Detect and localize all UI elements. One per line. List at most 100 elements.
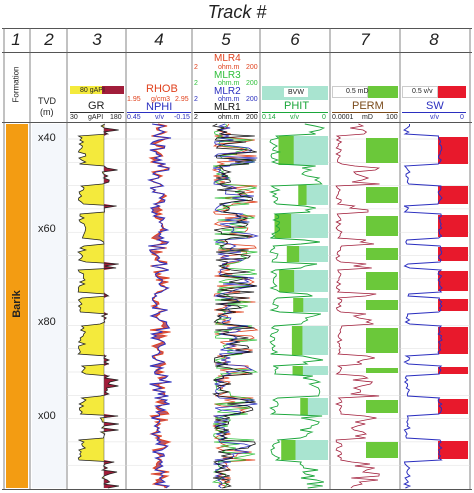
phit-fill xyxy=(278,136,294,165)
depth-label-2: x60 xyxy=(38,223,56,235)
permeability-track xyxy=(335,123,398,489)
track-grid xyxy=(3,28,471,489)
gr-scale-unit: gAPI xyxy=(88,114,104,121)
header-divider-mid xyxy=(2,52,472,53)
bvw-fill xyxy=(298,366,328,375)
sw-fill xyxy=(438,441,468,459)
gr-fill-area-high xyxy=(104,124,119,488)
phit-curve-label: PHIT xyxy=(284,100,310,112)
perm-fill xyxy=(366,368,398,373)
perm-curve-label: PERM xyxy=(352,100,384,112)
bvw-fill xyxy=(297,326,328,355)
gr-scale-max: 180 xyxy=(110,114,122,121)
perm-fill xyxy=(366,138,398,163)
nphi-curve xyxy=(147,123,172,489)
tvd-unit: (m) xyxy=(40,107,54,117)
rhob-scale-min: 1.95 xyxy=(127,96,141,103)
mlr4-scale-max: 200 xyxy=(246,64,258,71)
formation-barik-bar xyxy=(6,124,28,488)
phit-fill xyxy=(291,326,303,355)
sw-fill xyxy=(438,299,468,311)
track-number-4: 4 xyxy=(154,30,164,49)
perm-scale-line xyxy=(332,112,398,113)
track-number-6: 6 xyxy=(290,30,300,49)
sw-fill xyxy=(438,399,468,414)
perm-scale-unit: mD xyxy=(362,114,373,121)
track-number-8: 8 xyxy=(429,30,439,49)
gr-scale-line xyxy=(70,112,124,113)
perm-scale-max: 100 xyxy=(386,114,398,121)
gr-track xyxy=(77,123,120,489)
mlr3-scale-min: 2 xyxy=(194,80,198,87)
perm-fill xyxy=(366,442,398,458)
sw-scale-max: 0 xyxy=(460,114,464,121)
perm-fill xyxy=(366,216,398,236)
phit-fill xyxy=(286,246,300,262)
phit-scale-min: 0.14 xyxy=(262,114,276,121)
nphi-curve-label: NPHI xyxy=(146,101,173,113)
phit-fill xyxy=(279,270,295,292)
rhob-scale-unit: g/cm3 xyxy=(151,96,171,103)
saturation-track xyxy=(403,124,468,489)
phit-fill xyxy=(298,185,307,205)
bvw-fill xyxy=(304,185,328,205)
mlr3-scale-unit: ohm.m xyxy=(218,80,240,87)
mlr2-scale-min: 2 xyxy=(194,96,198,103)
mlr2-curve-label: MLR2 xyxy=(214,86,241,97)
sw-fill xyxy=(438,327,468,354)
bvw-fill xyxy=(292,246,328,262)
sw-fill xyxy=(438,271,468,291)
mlr4-scale-min: 2 xyxy=(194,64,198,71)
sw-curve xyxy=(403,124,443,489)
depth-label-3: x80 xyxy=(38,316,56,328)
phit-scale-line xyxy=(262,112,328,113)
bvw-fill xyxy=(306,398,328,415)
bvw-fill-label: BVW xyxy=(284,88,308,97)
sw-fill xyxy=(438,186,468,204)
phit-scale-unit: v/v xyxy=(290,114,299,121)
porosity-track xyxy=(268,123,328,489)
mlr3-curve-label: MLR3 xyxy=(214,70,241,81)
perm-fill xyxy=(366,248,398,260)
phit-fill xyxy=(281,440,296,460)
nphi-scale-line xyxy=(127,112,191,113)
mlr2-scale-unit: ohm.m xyxy=(218,96,240,103)
phit-scale-max: 0 xyxy=(322,114,326,121)
mlr3-scale-max: 200 xyxy=(246,80,258,87)
perm-curve xyxy=(335,123,381,489)
tvd-header: TVD xyxy=(38,96,56,106)
mlr1-scale-line xyxy=(194,112,258,113)
sw-fill xyxy=(438,247,468,261)
mlr4-scale-unit: ohm.m xyxy=(218,64,240,71)
track-number-5: 5 xyxy=(221,30,231,49)
header-divider-bottom xyxy=(2,122,472,123)
sw-fill-label: 0.5 v/v xyxy=(412,88,433,95)
gr-fill-area xyxy=(78,124,119,488)
track-number-1: 1 xyxy=(11,30,21,49)
density-neutron-track xyxy=(147,123,172,489)
gr-fill-swatch-2 xyxy=(102,86,124,94)
perm-fill xyxy=(366,272,398,290)
bvw-fill xyxy=(287,440,328,460)
bvw-fill xyxy=(299,298,328,312)
perm-fill xyxy=(366,328,398,353)
perm-fill-label: 0.5 mD xyxy=(346,88,369,95)
phit-fill xyxy=(293,298,304,312)
nphi-scale-unit: v/v xyxy=(155,114,164,121)
mlr1-curve-label: MLR1 xyxy=(214,102,241,113)
mlr1-scale-min: 2 xyxy=(194,114,198,121)
bvw-fill xyxy=(285,270,328,292)
nphi-scale-min: 0.45 xyxy=(127,114,141,121)
gr-fill-label: 80 gAPI xyxy=(80,87,105,94)
phit-fill xyxy=(300,398,308,415)
gr-fill-swatch xyxy=(70,86,102,94)
rhob-scale-max: 2.95 xyxy=(175,96,189,103)
sw-scale-unit: v/v xyxy=(430,114,439,121)
sw-fill xyxy=(438,367,468,374)
footer-line xyxy=(2,489,472,490)
mlr1-scale-unit: ohm.m xyxy=(218,114,240,121)
gr-curve-label: GR xyxy=(88,100,105,112)
gr-scale-min: 30 xyxy=(70,114,78,121)
gr-curve xyxy=(77,123,120,489)
